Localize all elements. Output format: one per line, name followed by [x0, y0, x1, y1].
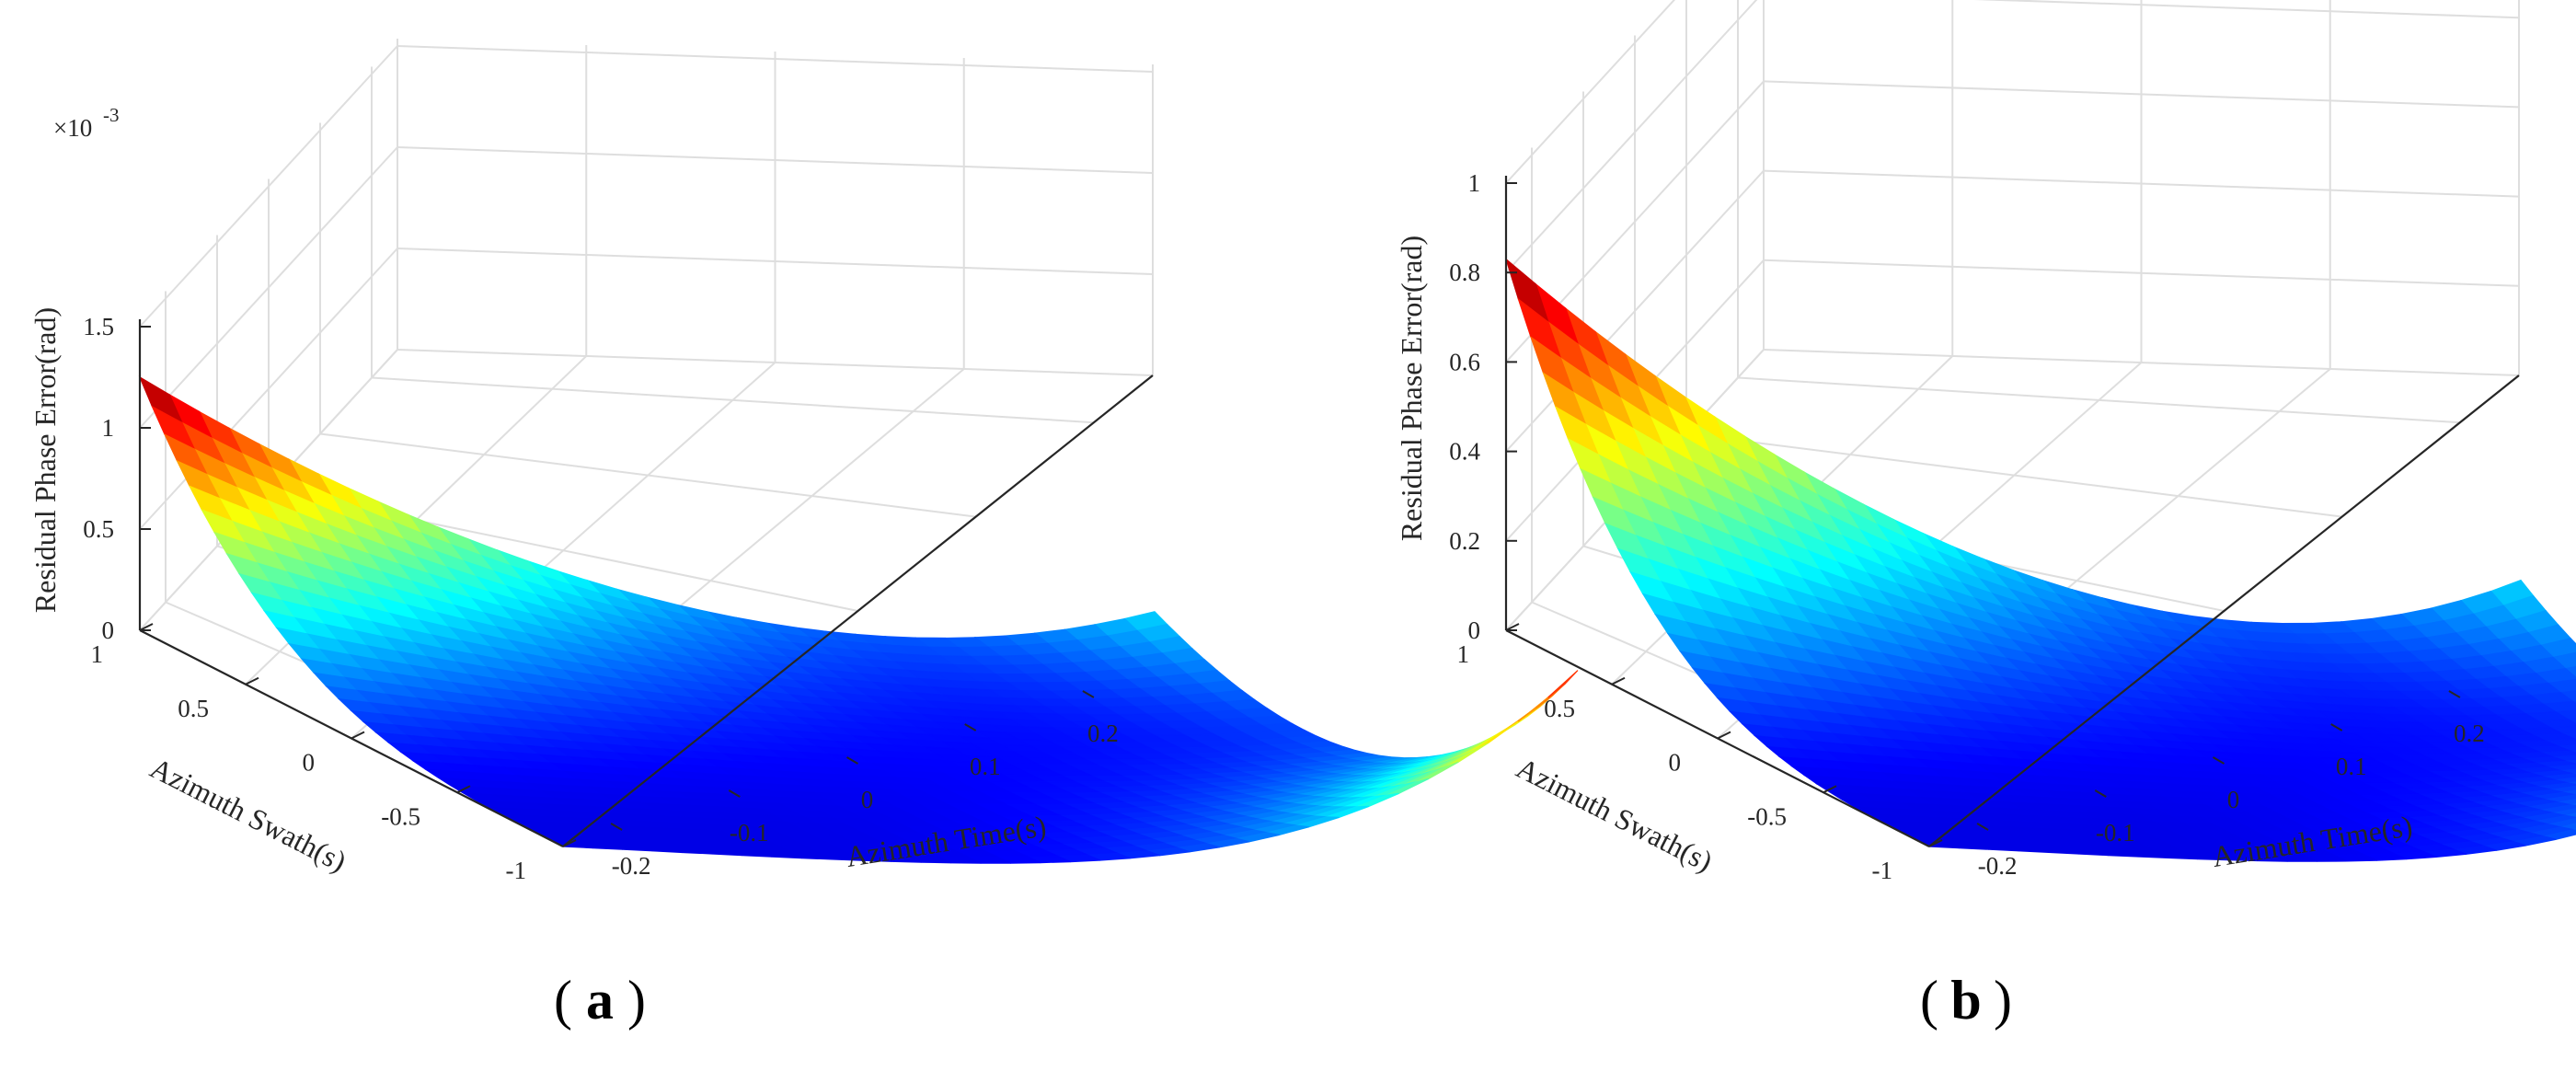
y-tick-label: -0.2 — [612, 852, 651, 880]
x-tick — [139, 623, 154, 631]
z-tick-label: 1 — [1468, 169, 1481, 197]
z-tick-label: 1.5 — [83, 313, 114, 340]
surface — [1504, 257, 2576, 862]
y-tick-label: 0.1 — [970, 753, 1001, 780]
x-tick — [1928, 839, 1943, 847]
y-tick-label: 0 — [2227, 786, 2240, 813]
y-tick — [2094, 789, 2107, 798]
x-tick-label: -1 — [1872, 857, 1893, 884]
y-tick — [1082, 690, 1095, 698]
y-tick — [2330, 723, 2343, 731]
z-tick-label: 0.8 — [1449, 259, 1480, 286]
x-axis-label: Azimuth Swath(s) — [145, 751, 352, 878]
x-tick-label: 1 — [91, 640, 104, 668]
y-tick-label: 0.1 — [2336, 753, 2367, 780]
x-tick-label: 0.5 — [1544, 695, 1575, 722]
surface-patch — [1475, 720, 1519, 751]
surface — [138, 375, 1579, 864]
y-tick — [2448, 690, 2461, 698]
z-tick-label: 0.6 — [1449, 348, 1480, 375]
x-tick — [1505, 623, 1520, 631]
y-tick — [2212, 756, 2225, 765]
z-tick-label: 0.4 — [1449, 438, 1480, 466]
y-tick-label: 0 — [861, 786, 874, 813]
z-tick-label: 0.2 — [1449, 527, 1480, 555]
caption-letter: a — [586, 970, 614, 1031]
x-tick — [245, 676, 259, 685]
x-tick-label: -0.5 — [1747, 802, 1787, 830]
z-axis-label: Residual Phase Error(rad) — [1395, 236, 1428, 541]
y-tick-label: -0.1 — [730, 819, 769, 846]
y-axis — [1928, 374, 2520, 847]
x-tick — [562, 839, 577, 847]
panel-b: 0 0.2 0.4 0.6 0.8 1 1 0.5 0 -0.5 -1 -0.2 -0.1 0 0.1 0.2… — [1395, 0, 2576, 1031]
caption-open-paren: ( — [1920, 970, 1938, 1031]
x-tick — [1611, 676, 1626, 685]
y-tick — [728, 789, 741, 798]
y-tick — [1976, 823, 1989, 831]
caption-letter: b — [1950, 970, 1981, 1031]
y-tick-label: -0.2 — [1978, 852, 2018, 880]
y-tick — [964, 723, 977, 731]
y-tick-label: 0.2 — [1087, 720, 1119, 747]
caption-close-paren: ) — [1994, 970, 2012, 1031]
z-tick-label: 1 — [102, 414, 115, 442]
x-axis-label: Azimuth Swath(s) — [1512, 751, 1719, 878]
x-tick-label: 0.5 — [178, 695, 209, 722]
caption-open-paren: ( — [554, 970, 572, 1031]
axes: 0 0.2 0.4 0.6 0.8 1 1 0.5 0 -0.5 -1 -0.2 -0.1 0 0.1 0.2 — [1449, 169, 2520, 884]
z-axis-label: Residual Phase Error(rad) — [29, 307, 62, 613]
x-tick — [456, 785, 471, 794]
x-tick — [1823, 785, 1837, 794]
y-axis — [562, 374, 1154, 847]
z-multiplier: ×10 — [53, 114, 92, 142]
x-tick-label: 1 — [1457, 640, 1470, 668]
y-tick-label: 0.2 — [2454, 720, 2485, 747]
panel-a: 0 0.5 1 1.5 1 0.5 0 -0.5 -1 -0.2 -0.1 0 0.1 0.2 Residu… — [29, 39, 1579, 1031]
z-tick-label: 0 — [102, 616, 115, 644]
x-tick-label: 0 — [303, 749, 316, 777]
z-multiplier-exponent: -3 — [103, 104, 120, 126]
y-tick — [845, 756, 859, 765]
x-tick-label: -0.5 — [381, 802, 420, 830]
axes: 0 0.5 1 1.5 1 0.5 0 -0.5 -1 -0.2 -0.1 0 0.1 0.2 — [83, 313, 1154, 884]
x-tick — [1717, 731, 1731, 740]
x-tick — [351, 731, 365, 740]
y-tick — [610, 823, 623, 831]
x-tick-label: 0 — [1669, 749, 1682, 777]
x-tick-label: -1 — [506, 857, 527, 884]
caption-close-paren: ) — [627, 970, 646, 1031]
y-tick-label: -0.1 — [2096, 819, 2135, 846]
z-tick-label: 0 — [1468, 616, 1481, 644]
z-tick-label: 0.5 — [83, 515, 114, 543]
